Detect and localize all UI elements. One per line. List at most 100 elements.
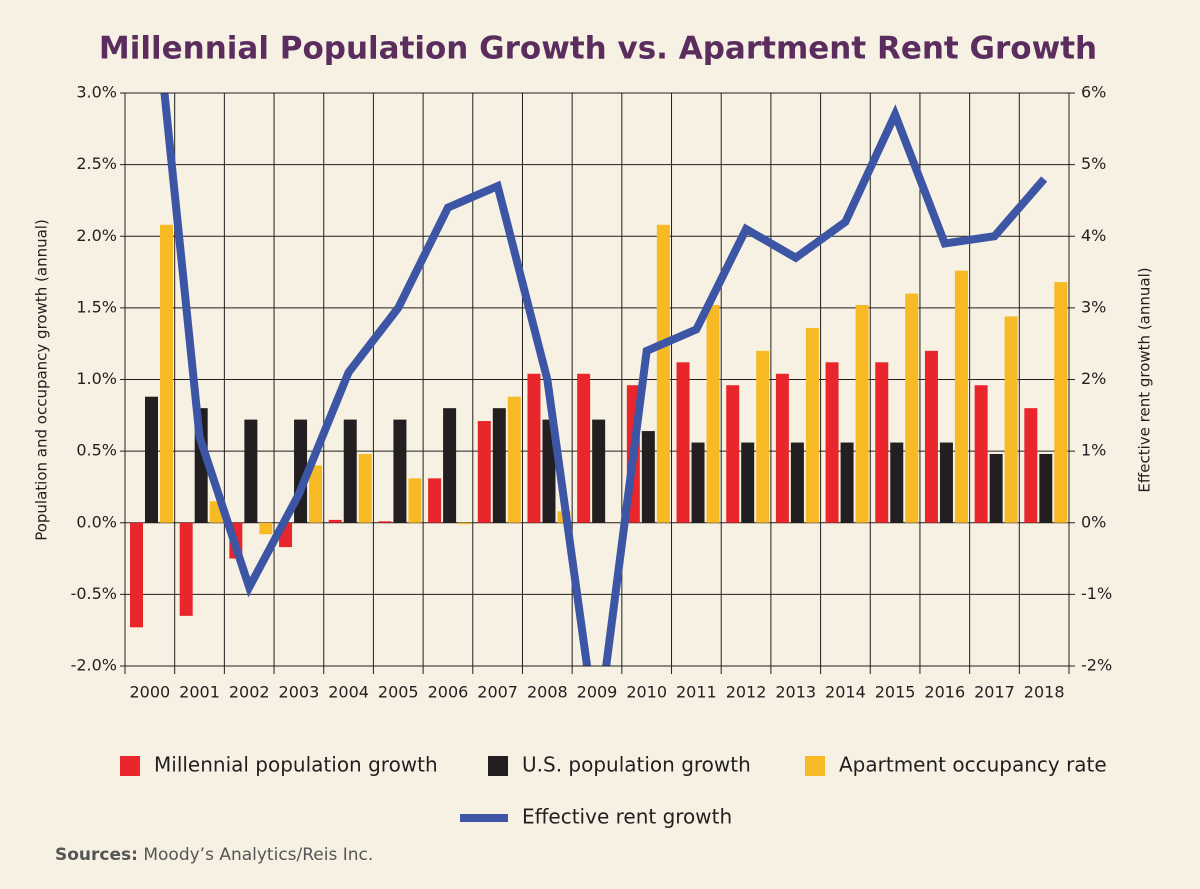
bar: [840, 442, 854, 523]
y-tick-label: -0.5%: [71, 584, 117, 603]
y-tick-label: 1.0%: [76, 369, 117, 388]
y-tick-label: 0.5%: [76, 441, 117, 460]
bar: [259, 522, 273, 535]
bar: [577, 373, 591, 523]
bar: [542, 419, 556, 523]
bar: [691, 442, 705, 523]
y2-tick-label: 4%: [1081, 226, 1106, 245]
bar: [1024, 408, 1038, 523]
x-tick-label: 2001: [179, 683, 220, 702]
legend-swatch: [488, 756, 508, 776]
y2-tick-label: 5%: [1081, 154, 1106, 173]
bar: [343, 419, 357, 523]
y2-tick-label: -1%: [1081, 584, 1112, 603]
x-tick-label: 2009: [577, 683, 618, 702]
y2-tick-label: 6%: [1081, 83, 1106, 102]
x-tick-label: 2016: [924, 683, 965, 702]
bar: [741, 442, 755, 523]
bar: [160, 224, 173, 523]
legend-swatch: [120, 756, 140, 776]
source-text: Moody’s Analytics/Reis Inc.: [143, 845, 373, 865]
bar: [408, 478, 422, 523]
bar: [756, 350, 770, 523]
y-tick-label: 1.5%: [76, 297, 117, 316]
bar: [989, 453, 1003, 523]
x-tick-label: 2000: [129, 683, 170, 702]
legend-label: Apartment occupancy rate: [839, 753, 1107, 777]
y-tick-label: 2.5%: [76, 154, 117, 173]
bar: [875, 362, 889, 523]
bar: [825, 362, 839, 523]
bar: [477, 421, 491, 523]
x-tick-label: 2005: [378, 683, 419, 702]
bar: [428, 478, 442, 523]
legend-label: U.S. population growth: [522, 753, 751, 777]
legend-swatch: [805, 756, 825, 776]
bar: [790, 442, 804, 523]
bar: [179, 522, 193, 616]
y-axis-title: Population and occupancy growth (annual): [33, 219, 51, 541]
x-tick-label: 2018: [1024, 683, 1065, 702]
bar: [378, 521, 392, 523]
bar: [974, 385, 988, 523]
bar: [507, 396, 521, 523]
y2-tick-label: 3%: [1081, 297, 1106, 316]
y2-tick-label: -2%: [1081, 656, 1112, 675]
bar: [393, 419, 407, 523]
x-tick-label: 2004: [328, 683, 369, 702]
bar: [592, 419, 606, 523]
bar: [1039, 453, 1053, 523]
x-tick-label: 2008: [527, 683, 568, 702]
bar: [328, 519, 342, 523]
bar: [939, 442, 953, 523]
x-tick-label: 2012: [726, 683, 767, 702]
bar: [527, 373, 541, 523]
legend-label: Millennial population growth: [154, 753, 438, 777]
bar: [358, 453, 372, 523]
bar: [775, 373, 789, 523]
bar: [458, 522, 472, 525]
plot-border: [124, 92, 1070, 667]
x-tick-label: 2003: [279, 683, 320, 702]
bar: [855, 305, 869, 523]
bar: [656, 224, 670, 523]
y-tick-label: 2.0%: [76, 226, 117, 245]
bar: [1054, 282, 1068, 523]
source-label: Sources:: [55, 845, 138, 865]
bar: [954, 270, 968, 523]
bar: [726, 385, 740, 523]
y2-tick-label: 1%: [1081, 441, 1106, 460]
source: Sources: Moody’s Analytics/Reis Inc.: [55, 845, 373, 865]
x-tick-label: 2002: [229, 683, 270, 702]
x-tick-label: 2017: [974, 683, 1015, 702]
x-tick-label: 2014: [825, 683, 866, 702]
bar: [805, 327, 819, 523]
y2-axis-title: Effective rent growth (annual): [1136, 267, 1154, 492]
legend-label: Effective rent growth: [522, 805, 732, 829]
bar: [492, 408, 506, 523]
bar: [924, 350, 938, 523]
bar: [309, 465, 323, 523]
bar: [145, 396, 158, 523]
bar: [905, 293, 919, 523]
y-tick-label: 0.0%: [76, 512, 117, 531]
x-tick-label: 2006: [428, 683, 469, 702]
y-tick-label: -2.0%: [71, 656, 117, 675]
x-tick-label: 2011: [676, 683, 717, 702]
y2-tick-label: 0%: [1081, 512, 1106, 531]
bar: [1004, 316, 1018, 523]
bar: [890, 442, 904, 523]
bar: [641, 431, 655, 523]
chart-title: Millennial Population Growth vs. Apartme…: [99, 31, 1097, 67]
x-tick-label: 2010: [626, 683, 667, 702]
bar: [676, 362, 690, 523]
y-tick-label: 3.0%: [76, 83, 117, 102]
x-tick-label: 2007: [477, 683, 518, 702]
bar: [706, 305, 720, 523]
bar: [443, 408, 457, 523]
x-tick-label: 2015: [875, 683, 916, 702]
line: [160, 93, 1048, 666]
bar: [130, 522, 143, 628]
y2-tick-label: 2%: [1081, 369, 1106, 388]
